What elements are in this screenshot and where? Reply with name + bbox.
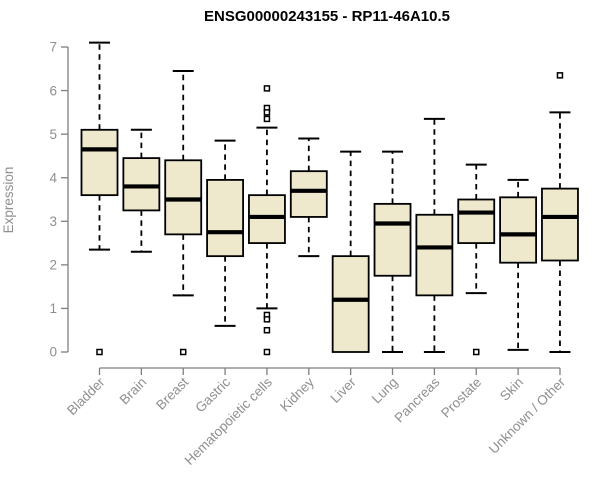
outlier-point: [263, 109, 271, 116]
box-pancreas: [415, 117, 454, 353]
box-hematopoietic-cells: [248, 85, 286, 356]
x-category-label-liver: Liver: [327, 374, 359, 406]
y-tick-label: 1: [49, 301, 57, 316]
iqr-box: [122, 157, 161, 212]
y-tick-label: 4: [49, 170, 57, 185]
y-tick-label: 5: [49, 127, 57, 142]
y-tick-label: 6: [49, 83, 57, 98]
box-skin: [499, 178, 538, 351]
x-category-label-prostate: Prostate: [438, 375, 484, 421]
iqr-box: [331, 255, 370, 353]
box-liver: [331, 150, 370, 353]
chart-title: ENSG00000243155 - RP11-46A10.5: [204, 8, 450, 25]
outlier-point: [263, 316, 271, 323]
outlier-point: [263, 348, 271, 356]
outlier-point: [263, 85, 271, 92]
box-lung: [373, 150, 412, 353]
iqr-box: [415, 213, 454, 297]
outlier-point: [263, 115, 271, 123]
box-gastric: [206, 139, 244, 327]
outlier-point: [556, 72, 564, 79]
iqr-box: [80, 128, 119, 197]
x-category-label-brain: Brain: [117, 375, 150, 408]
y-tick-label: 2: [49, 258, 57, 273]
iqr-box: [457, 198, 496, 244]
x-category-label-kidney: Kidney: [277, 374, 317, 414]
x-category-label-gastric: Gastric: [192, 374, 233, 415]
box-kidney: [289, 137, 328, 258]
box-bladder: [80, 41, 119, 356]
box-prostate: [457, 163, 496, 356]
y-tick-label: 7: [49, 40, 57, 55]
box-brain: [122, 128, 161, 253]
iqr-box: [164, 159, 203, 236]
iqr-box: [499, 196, 538, 264]
x-category-label-bladder: Bladder: [64, 374, 108, 418]
outlier-point: [96, 348, 103, 356]
iqr-box: [541, 187, 579, 262]
iqr-box: [206, 178, 244, 258]
iqr-box: [289, 170, 328, 218]
x-category-label-skin: Skin: [497, 375, 526, 404]
x-category-label-unknown-other: Unknown / Other: [486, 374, 569, 457]
iqr-box: [373, 202, 412, 277]
y-tick-label: 0: [49, 345, 57, 360]
outlier-point: [472, 348, 480, 356]
box-breast: [164, 69, 203, 356]
box-unknown-other: [541, 72, 579, 353]
y-axis-label: Expression: [1, 167, 16, 234]
x-category-label-breast: Breast: [153, 374, 191, 412]
outlier-point: [179, 348, 187, 356]
iqr-box: [248, 194, 286, 244]
x-category-label-lung: Lung: [369, 375, 401, 407]
y-tick-label: 3: [49, 214, 57, 229]
outlier-point: [263, 326, 271, 334]
x-category-label-pancreas: Pancreas: [392, 374, 443, 425]
